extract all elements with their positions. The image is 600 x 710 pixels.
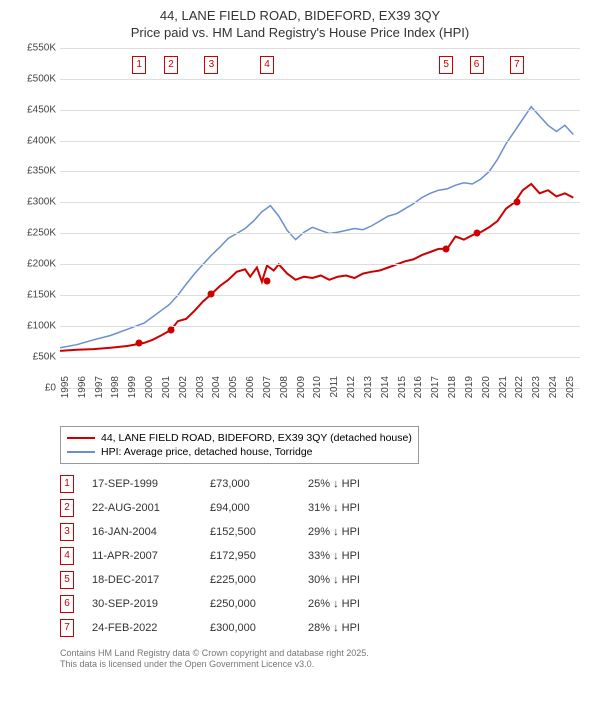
sale-price: £300,000 bbox=[210, 622, 290, 634]
sale-point bbox=[136, 339, 143, 346]
sale-pct: 33% ↓ HPI bbox=[308, 550, 408, 562]
marker-5: 5 bbox=[439, 56, 453, 74]
y-axis-label: £50K bbox=[12, 351, 56, 362]
legend-item: HPI: Average price, detached house, Torr… bbox=[67, 445, 412, 459]
sale-pct: 25% ↓ HPI bbox=[308, 478, 408, 490]
gridline bbox=[60, 233, 580, 234]
sale-pct: 28% ↓ HPI bbox=[308, 622, 408, 634]
marker-6: 6 bbox=[470, 56, 484, 74]
x-axis-label: 2025 bbox=[565, 376, 591, 406]
sale-date: 18-DEC-2017 bbox=[92, 574, 192, 586]
y-axis-label: £0 bbox=[12, 382, 56, 393]
sale-date: 24-FEB-2022 bbox=[92, 622, 192, 634]
y-axis-label: £400K bbox=[12, 135, 56, 146]
legend-label: 44, LANE FIELD ROAD, BIDEFORD, EX39 3QY … bbox=[101, 432, 412, 444]
footer-line1: Contains HM Land Registry data © Crown c… bbox=[60, 648, 588, 660]
sale-price: £225,000 bbox=[210, 574, 290, 586]
sale-point bbox=[513, 199, 520, 206]
plot-region: £0£50K£100K£150K£200K£250K£300K£350K£400… bbox=[60, 48, 580, 388]
sale-point bbox=[443, 245, 450, 252]
sale-pct: 30% ↓ HPI bbox=[308, 574, 408, 586]
gridline bbox=[60, 202, 580, 203]
y-axis-label: £250K bbox=[12, 228, 56, 239]
y-axis-label: £100K bbox=[12, 320, 56, 331]
sale-index: 6 bbox=[60, 595, 74, 613]
sale-date: 16-JAN-2004 bbox=[92, 526, 192, 538]
sale-index: 7 bbox=[60, 619, 74, 637]
sale-index: 3 bbox=[60, 523, 74, 541]
gridline bbox=[60, 48, 580, 49]
sale-index: 1 bbox=[60, 475, 74, 493]
sale-index: 4 bbox=[60, 547, 74, 565]
sale-pct: 26% ↓ HPI bbox=[308, 598, 408, 610]
sale-price: £172,950 bbox=[210, 550, 290, 562]
sale-index: 5 bbox=[60, 571, 74, 589]
sale-price: £73,000 bbox=[210, 478, 290, 490]
gridline bbox=[60, 110, 580, 111]
sale-row: 7 24-FEB-2022 £300,000 28% ↓ HPI bbox=[60, 616, 588, 640]
sale-date: 22-AUG-2001 bbox=[92, 502, 192, 514]
sales-table: 1 17-SEP-1999 £73,000 25% ↓ HPI 2 22-AUG-2001… bbox=[60, 472, 588, 640]
y-axis-label: £350K bbox=[12, 166, 56, 177]
sale-row: 6 30-SEP-2019 £250,000 26% ↓ HPI bbox=[60, 592, 588, 616]
gridline bbox=[60, 295, 580, 296]
sale-row: 1 17-SEP-1999 £73,000 25% ↓ HPI bbox=[60, 472, 588, 496]
gridline bbox=[60, 79, 580, 80]
marker-7: 7 bbox=[510, 56, 524, 74]
chart-area: £0£50K£100K£150K£200K£250K£300K£350K£400… bbox=[60, 48, 580, 418]
line-svg bbox=[60, 48, 580, 388]
sale-price: £152,500 bbox=[210, 526, 290, 538]
y-axis-label: £450K bbox=[12, 104, 56, 115]
sale-date: 11-APR-2007 bbox=[92, 550, 192, 562]
sale-point bbox=[168, 326, 175, 333]
gridline bbox=[60, 357, 580, 358]
sale-date: 17-SEP-1999 bbox=[92, 478, 192, 490]
marker-4: 4 bbox=[260, 56, 274, 74]
sale-point bbox=[473, 230, 480, 237]
sale-row: 5 18-DEC-2017 £225,000 30% ↓ HPI bbox=[60, 568, 588, 592]
sale-point bbox=[263, 277, 270, 284]
legend-item: 44, LANE FIELD ROAD, BIDEFORD, EX39 3QY … bbox=[67, 431, 412, 445]
marker-1: 1 bbox=[132, 56, 146, 74]
gridline bbox=[60, 171, 580, 172]
legend-label: HPI: Average price, detached house, Torr… bbox=[101, 446, 313, 458]
marker-3: 3 bbox=[204, 56, 218, 74]
sale-row: 3 16-JAN-2004 £152,500 29% ↓ HPI bbox=[60, 520, 588, 544]
chart-title: 44, LANE FIELD ROAD, BIDEFORD, EX39 3QY … bbox=[12, 8, 588, 42]
footer: Contains HM Land Registry data © Crown c… bbox=[60, 648, 588, 671]
legend: 44, LANE FIELD ROAD, BIDEFORD, EX39 3QY … bbox=[60, 426, 419, 464]
gridline bbox=[60, 326, 580, 327]
y-axis-label: £550K bbox=[12, 42, 56, 53]
y-axis-label: £200K bbox=[12, 259, 56, 270]
sale-pct: 29% ↓ HPI bbox=[308, 526, 408, 538]
marker-2: 2 bbox=[164, 56, 178, 74]
title-line1: 44, LANE FIELD ROAD, BIDEFORD, EX39 3QY bbox=[12, 8, 588, 25]
sale-index: 2 bbox=[60, 499, 74, 517]
legend-swatch bbox=[67, 437, 95, 439]
title-line2: Price paid vs. HM Land Registry's House … bbox=[12, 25, 588, 42]
gridline bbox=[60, 264, 580, 265]
footer-line2: This data is licensed under the Open Gov… bbox=[60, 659, 588, 671]
gridline bbox=[60, 141, 580, 142]
sale-price: £94,000 bbox=[210, 502, 290, 514]
legend-swatch bbox=[67, 451, 95, 453]
y-axis-label: £300K bbox=[12, 197, 56, 208]
sale-price: £250,000 bbox=[210, 598, 290, 610]
y-axis-label: £500K bbox=[12, 73, 56, 84]
sale-pct: 31% ↓ HPI bbox=[308, 502, 408, 514]
sale-point bbox=[208, 290, 215, 297]
sale-row: 4 11-APR-2007 £172,950 33% ↓ HPI bbox=[60, 544, 588, 568]
sale-date: 30-SEP-2019 bbox=[92, 598, 192, 610]
y-axis-label: £150K bbox=[12, 290, 56, 301]
sale-row: 2 22-AUG-2001 £94,000 31% ↓ HPI bbox=[60, 496, 588, 520]
